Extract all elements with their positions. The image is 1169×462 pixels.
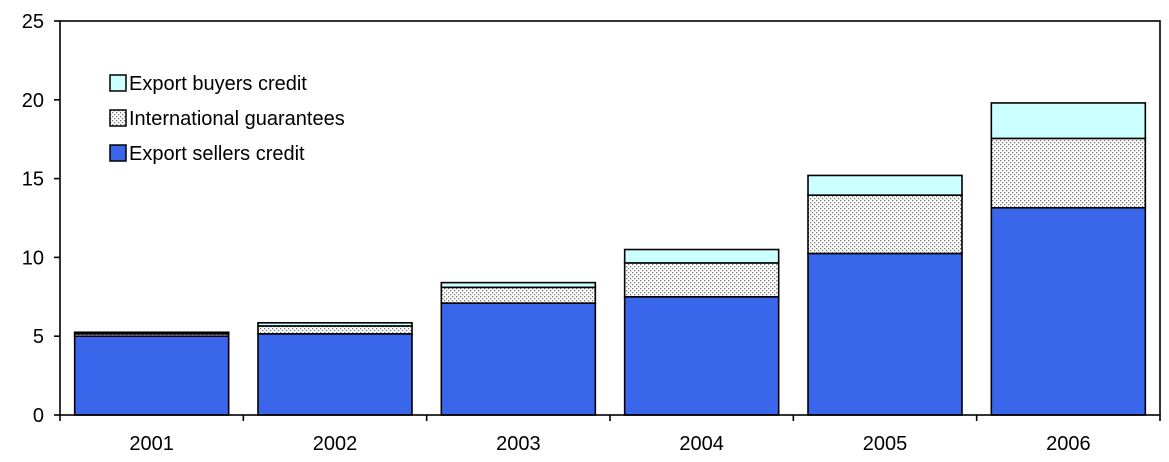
y-tick-label: 5 bbox=[33, 326, 44, 348]
y-tick-label: 25 bbox=[22, 11, 44, 33]
legend-label: Export buyers credit bbox=[129, 73, 307, 95]
bar-2006-series-1 bbox=[990, 137, 1147, 209]
bar-2002-series-0 bbox=[257, 333, 413, 416]
x-axis: 2001 2002 2003 2004 2005 2006 bbox=[59, 415, 1161, 455]
bar-2006-series-0 bbox=[990, 206, 1147, 416]
bar-2003-series-1 bbox=[440, 286, 597, 304]
bar-2003-series-0 bbox=[440, 302, 597, 416]
x-tick-label: 2002 bbox=[313, 433, 358, 455]
legend-label: Export sellers credit bbox=[129, 143, 305, 165]
bar-2002-series-1 bbox=[257, 325, 413, 335]
y-tick-label: 20 bbox=[22, 90, 44, 112]
bar-2005-series-1 bbox=[807, 194, 963, 255]
bar-2005-series-0 bbox=[807, 252, 963, 416]
y-tick-label: 15 bbox=[22, 169, 44, 191]
bar-2001-series-2 bbox=[73, 331, 230, 335]
bar-2003-series-2 bbox=[440, 281, 597, 289]
legend: Export buyers credit International guaran… bbox=[109, 73, 345, 165]
legend-swatch bbox=[109, 109, 127, 127]
bar-2002-series-2 bbox=[257, 322, 413, 327]
bar-2004-series-2 bbox=[623, 248, 780, 264]
bars-layer bbox=[73, 102, 1147, 416]
legend-swatch bbox=[109, 144, 127, 162]
legend-label: International guarantees bbox=[129, 108, 345, 130]
y-tick-label: 0 bbox=[33, 405, 44, 427]
x-tick-label: 2003 bbox=[496, 433, 541, 455]
bar-2004-series-0 bbox=[623, 295, 780, 416]
legend-swatch bbox=[109, 74, 127, 92]
x-tick-label: 2001 bbox=[129, 433, 174, 455]
x-tick-label: 2006 bbox=[1046, 433, 1091, 455]
y-tick-label: 10 bbox=[22, 247, 44, 269]
bar-2006-series-2 bbox=[990, 102, 1147, 140]
bar-2001-series-0 bbox=[73, 335, 230, 416]
y-axis: 0 5 10 15 20 25 bbox=[22, 11, 60, 427]
bar-2005-series-2 bbox=[807, 174, 963, 196]
x-tick-label: 2004 bbox=[679, 433, 724, 455]
bar-2004-series-1 bbox=[623, 262, 780, 298]
x-tick-label: 2005 bbox=[863, 433, 908, 455]
